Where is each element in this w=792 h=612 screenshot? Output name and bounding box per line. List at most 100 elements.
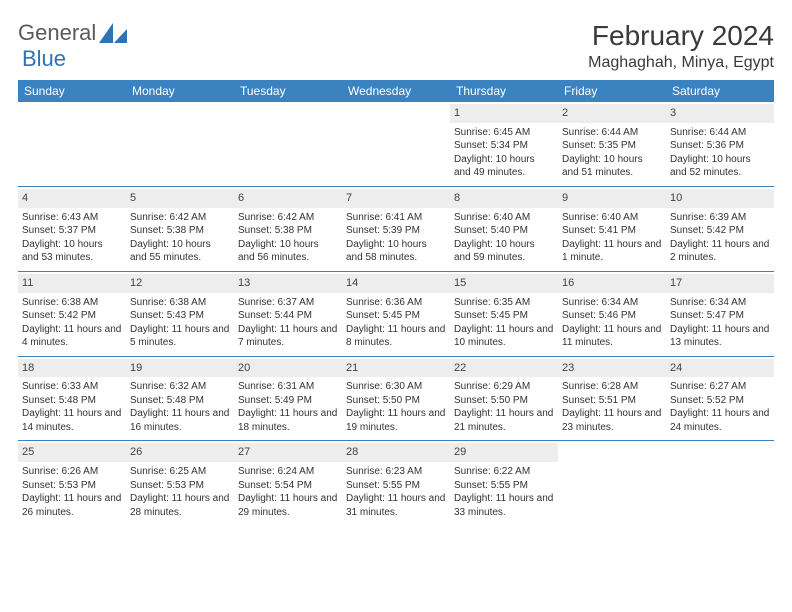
day-detail-line: Sunset: 5:38 PM: [238, 224, 338, 238]
day-detail-line: Sunrise: 6:28 AM: [562, 380, 662, 394]
day-detail-line: Sunrise: 6:33 AM: [22, 380, 122, 394]
day-detail-line: Sunrise: 6:42 AM: [238, 211, 338, 225]
calendar-day-cell: [18, 102, 126, 186]
weekday-header-row: SundayMondayTuesdayWednesdayThursdayFrid…: [18, 80, 774, 102]
day-detail-line: Sunrise: 6:42 AM: [130, 211, 230, 225]
weekday-header-cell: Sunday: [18, 80, 126, 102]
day-detail-line: Sunrise: 6:38 AM: [130, 296, 230, 310]
day-detail-line: Sunrise: 6:44 AM: [562, 126, 662, 140]
day-detail-line: Sunrise: 6:41 AM: [346, 211, 446, 225]
day-number: 27: [234, 443, 342, 462]
calendar-day-cell: 15 Sunrise: 6:35 AMSunset: 5:45 PMDayligh…: [450, 272, 558, 356]
day-detail-line: Sunset: 5:40 PM: [454, 224, 554, 238]
calendar-day-cell: 14Sunrise: 6:36 AMSunset: 5:45 PMDayligh…: [342, 272, 450, 356]
day-detail-line: Sunrise: 6:22 AM: [454, 465, 554, 479]
title-block: February 2024 Maghaghah, Minya, Egypt: [588, 20, 774, 72]
day-number: 6: [234, 189, 342, 208]
calendar-day-cell: 21Sunrise: 6:30 AMSunset: 5:50 PMDayligh…: [342, 357, 450, 441]
day-detail-line: Daylight: 11 hours and 5 minutes.: [130, 323, 230, 350]
day-detail-line: Sunset: 5:47 PM: [670, 309, 770, 323]
day-detail-line: Sunrise: 6:24 AM: [238, 465, 338, 479]
calendar-day-cell: 3Sunrise: 6:44 AMSunset: 5:36 PMDaylight…: [666, 102, 774, 186]
calendar-day-cell: 12 Sunrise: 6:38 AMSunset: 5:43 PMDayligh…: [126, 272, 234, 356]
calendar-day-cell: 10Sunrise: 6:39 AMSunset: 5:42 PMDayligh…: [666, 187, 774, 271]
day-detail-line: Sunrise: 6:38 AM: [22, 296, 122, 310]
day-detail-line: Daylight: 11 hours and 14 minutes.: [22, 407, 122, 434]
calendar-week-row: 4Sunrise: 6:43 AMSunset: 5:37 PMDaylight…: [18, 186, 774, 271]
day-detail-line: Sunset: 5:50 PM: [346, 394, 446, 408]
day-number: 19: [126, 359, 234, 378]
day-number: 12: [126, 274, 234, 293]
day-detail-line: Sunrise: 6:29 AM: [454, 380, 554, 394]
day-detail-line: Daylight: 10 hours and 56 minutes.: [238, 238, 338, 265]
calendar-day-cell: 4Sunrise: 6:43 AMSunset: 5:37 PMDaylight…: [18, 187, 126, 271]
day-detail-line: Daylight: 10 hours and 59 minutes.: [454, 238, 554, 265]
day-detail-line: Daylight: 11 hours and 26 minutes.: [22, 492, 122, 519]
day-detail-line: Sunrise: 6:25 AM: [130, 465, 230, 479]
day-detail-line: Sunset: 5:43 PM: [130, 309, 230, 323]
day-number: 17: [666, 274, 774, 293]
day-detail-line: Daylight: 10 hours and 58 minutes.: [346, 238, 446, 265]
day-detail-line: Sunrise: 6:36 AM: [346, 296, 446, 310]
day-number: 3: [666, 104, 774, 123]
day-detail-line: Daylight: 11 hours and 10 minutes.: [454, 323, 554, 350]
day-detail-line: Daylight: 10 hours and 51 minutes.: [562, 153, 662, 180]
day-detail-line: Sunset: 5:52 PM: [670, 394, 770, 408]
day-number: 18: [18, 359, 126, 378]
day-number: 16: [558, 274, 666, 293]
day-number: 28: [342, 443, 450, 462]
day-detail-line: Sunset: 5:51 PM: [562, 394, 662, 408]
day-number: 9: [558, 189, 666, 208]
day-number: 4: [18, 189, 126, 208]
calendar-day-cell: 26Sunrise: 6:25 AMSunset: 5:53 PMDayligh…: [126, 441, 234, 525]
day-detail-line: Sunrise: 6:31 AM: [238, 380, 338, 394]
day-detail-line: Sunset: 5:44 PM: [238, 309, 338, 323]
calendar-day-cell: [234, 102, 342, 186]
day-number: 26: [126, 443, 234, 462]
calendar-day-cell: 8 Sunrise: 6:40 AMSunset: 5:40 PMDaylight…: [450, 187, 558, 271]
day-detail-line: Sunrise: 6:32 AM: [130, 380, 230, 394]
calendar-day-cell: 1Sunrise: 6:45 AMSunset: 5:34 PMDaylight…: [450, 102, 558, 186]
day-detail-line: Sunset: 5:34 PM: [454, 139, 554, 153]
day-detail-line: Sunset: 5:42 PM: [670, 224, 770, 238]
sail-icon: [99, 23, 127, 43]
day-number: 5: [126, 189, 234, 208]
day-detail-line: Sunset: 5:38 PM: [130, 224, 230, 238]
day-detail-line: Daylight: 11 hours and 2 minutes.: [670, 238, 770, 265]
day-number: 14: [342, 274, 450, 293]
day-detail-line: Daylight: 10 hours and 49 minutes.: [454, 153, 554, 180]
day-detail-line: Sunrise: 6:40 AM: [454, 211, 554, 225]
day-detail-line: Sunset: 5:45 PM: [454, 309, 554, 323]
day-detail-line: Daylight: 11 hours and 8 minutes.: [346, 323, 446, 350]
calendar-day-cell: 28Sunrise: 6:23 AMSunset: 5:55 PMDayligh…: [342, 441, 450, 525]
day-detail-line: Daylight: 11 hours and 28 minutes.: [130, 492, 230, 519]
day-detail-line: Daylight: 10 hours and 53 minutes.: [22, 238, 122, 265]
day-detail-line: Daylight: 11 hours and 18 minutes.: [238, 407, 338, 434]
calendar-day-cell: 25Sunrise: 6:26 AMSunset: 5:53 PMDayligh…: [18, 441, 126, 525]
day-detail-line: Daylight: 11 hours and 1 minute.: [562, 238, 662, 265]
calendar-week-row: 11Sunrise: 6:38 AMSunset: 5:42 PMDayligh…: [18, 271, 774, 356]
day-detail-line: Daylight: 11 hours and 24 minutes.: [670, 407, 770, 434]
day-number: 29: [450, 443, 558, 462]
calendar-day-cell: 23Sunrise: 6:28 AMSunset: 5:51 PMDayligh…: [558, 357, 666, 441]
calendar-day-cell: [342, 102, 450, 186]
calendar-day-cell: 22Sunrise: 6:29 AMSunset: 5:50 PMDayligh…: [450, 357, 558, 441]
day-number: 13: [234, 274, 342, 293]
day-detail-line: Sunset: 5:55 PM: [346, 479, 446, 493]
calendar-day-cell: 7Sunrise: 6:41 AMSunset: 5:39 PMDaylight…: [342, 187, 450, 271]
day-number: 15: [450, 274, 558, 293]
day-detail-line: Sunset: 5:48 PM: [22, 394, 122, 408]
day-detail-line: Daylight: 11 hours and 29 minutes.: [238, 492, 338, 519]
day-number: 23: [558, 359, 666, 378]
day-detail-line: Daylight: 11 hours and 13 minutes.: [670, 323, 770, 350]
day-detail-line: Sunrise: 6:26 AM: [22, 465, 122, 479]
day-number: 8: [450, 189, 558, 208]
day-detail-line: Daylight: 11 hours and 4 minutes.: [22, 323, 122, 350]
calendar-day-cell: 2Sunrise: 6:44 AMSunset: 5:35 PMDaylight…: [558, 102, 666, 186]
weekday-header-cell: Friday: [558, 80, 666, 102]
calendar-day-cell: 9Sunrise: 6:40 AMSunset: 5:41 PMDaylight…: [558, 187, 666, 271]
day-detail-line: Sunrise: 6:35 AM: [454, 296, 554, 310]
day-detail-line: Sunrise: 6:30 AM: [346, 380, 446, 394]
day-number: 24: [666, 359, 774, 378]
weekday-header-cell: Tuesday: [234, 80, 342, 102]
